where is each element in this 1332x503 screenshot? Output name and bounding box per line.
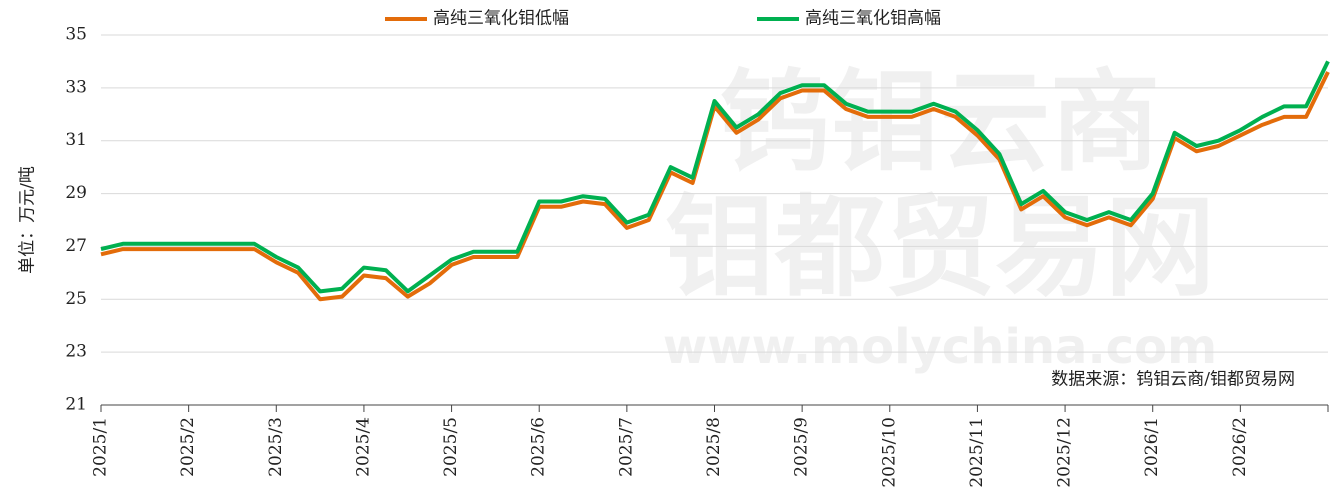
- x-tick-label: 2025/12: [1055, 417, 1075, 488]
- y-tick-label: 25: [65, 289, 87, 309]
- x-tick-label: 2025/1: [91, 417, 111, 477]
- legend-label: 高纯三氧化钼低幅: [433, 9, 569, 29]
- x-tick-label: 2025/5: [441, 417, 461, 477]
- x-tick-label: 2025/2: [178, 417, 198, 477]
- x-tick-label: 2025/4: [353, 417, 373, 477]
- x-tick-label: 2025/7: [616, 417, 636, 477]
- x-tick-label: 2025/8: [704, 417, 724, 477]
- x-tick-label: 2025/9: [792, 417, 812, 477]
- y-axis-label: 单位：万元/吨: [18, 166, 38, 274]
- watermark: www.molychina.com: [663, 319, 1217, 375]
- x-tick-label: 2025/10: [879, 417, 899, 488]
- x-tick-label: 2025/11: [967, 417, 987, 488]
- y-tick-label: 33: [65, 77, 87, 97]
- watermark: 钼都贸易网: [665, 183, 1215, 311]
- y-tick-label: 35: [65, 25, 87, 45]
- y-tick-label: 31: [65, 130, 87, 150]
- source-note: 数据来源：钨钼云商/钼都贸易网: [1051, 370, 1295, 390]
- y-tick-label: 29: [65, 183, 87, 203]
- y-tick-label: 23: [65, 342, 87, 362]
- x-tick-label: 2026/2: [1230, 417, 1250, 477]
- y-tick-label: 21: [65, 395, 87, 415]
- watermark: 钨钼云商: [720, 58, 1160, 186]
- y-tick-label: 27: [65, 236, 87, 256]
- x-tick-label: 2025/6: [529, 417, 549, 477]
- x-tick-label: 2025/3: [266, 417, 286, 477]
- legend-label: 高纯三氧化钼高幅: [805, 9, 941, 29]
- series-line: [100, 60, 1330, 294]
- x-tick-label: 2026/1: [1142, 417, 1162, 477]
